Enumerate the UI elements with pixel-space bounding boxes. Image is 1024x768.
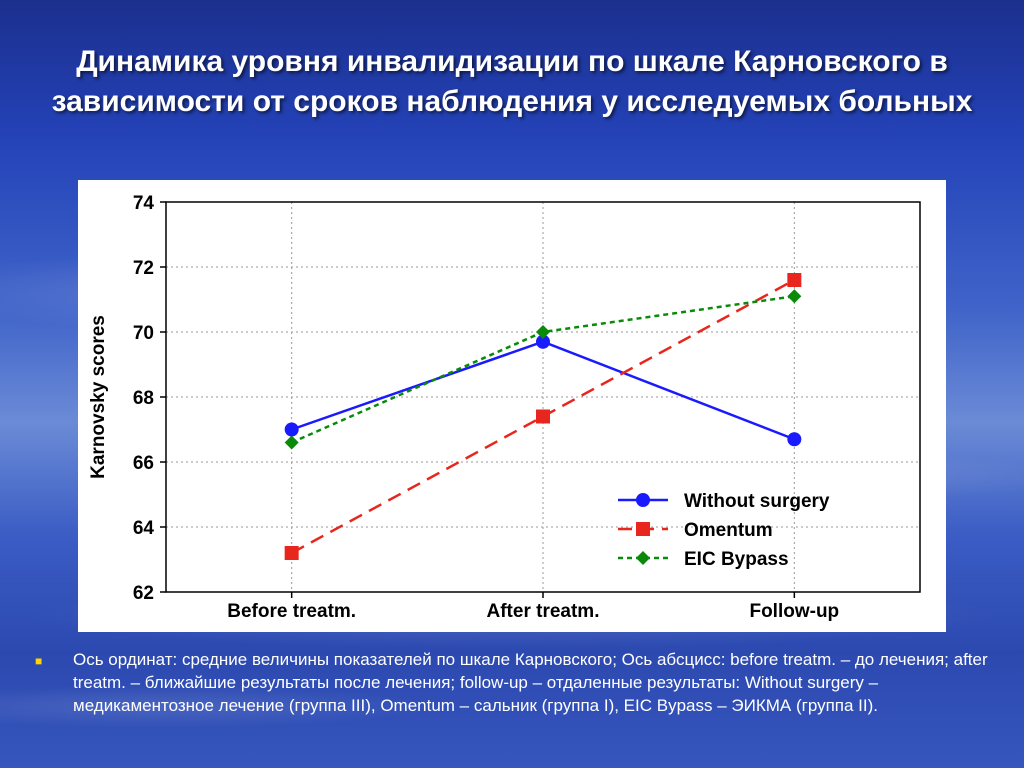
legend-marker [636, 522, 650, 536]
y-tick-label: 72 [133, 258, 154, 279]
data-point [536, 325, 550, 339]
x-tick-label: Before treatm. [227, 601, 356, 622]
data-point [787, 432, 802, 447]
data-point [787, 273, 802, 287]
legend-label: EIC Bypass [684, 549, 789, 570]
data-point [284, 435, 299, 450]
y-tick-label: 68 [133, 388, 154, 409]
chart-series [284, 273, 802, 560]
chart-panel: 62 64 66 68 70 72 74 Before treatm. After treat… [78, 180, 946, 632]
chart-grid [166, 202, 920, 592]
slide-title: Динамика уровня инвалидизации по шкале К… [51, 45, 973, 118]
x-axis-ticks: Before treatm. After treatm. Follow-up [227, 592, 839, 622]
series-1 [284, 273, 802, 560]
y-tick-label: 70 [133, 323, 154, 344]
y-axis-label: Karnovsky scores [88, 315, 109, 479]
y-tick-label: 66 [133, 453, 154, 474]
y-tick-label: 64 [133, 518, 155, 539]
data-point [787, 289, 802, 304]
square-bullet-icon: ■ [35, 654, 43, 668]
series-line [291, 340, 795, 441]
karnovsky-line-chart: 62 64 66 68 70 72 74 Before treatm. After treat… [88, 193, 921, 622]
y-tick-label: 62 [133, 583, 154, 604]
chart-legend: Without surgery Omentum EIC Bypass [618, 491, 830, 570]
legend-label: Without surgery [684, 491, 830, 512]
data-point [284, 546, 299, 560]
legend-marker [636, 551, 650, 565]
legend-label: Omentum [684, 520, 773, 541]
data-point [536, 334, 550, 349]
x-tick-label: After treatm. [487, 601, 600, 622]
series-2 [284, 289, 802, 450]
data-point [536, 409, 550, 424]
y-tick-label: 74 [133, 193, 155, 214]
series-0 [284, 334, 802, 447]
y-axis-ticks: 62 64 66 68 70 72 74 [133, 193, 166, 604]
legend-marker [636, 493, 650, 507]
data-point [284, 422, 299, 437]
x-tick-label: Follow-up [749, 601, 839, 622]
caption-text: Ось ординат: средние величины показателе… [73, 650, 988, 715]
